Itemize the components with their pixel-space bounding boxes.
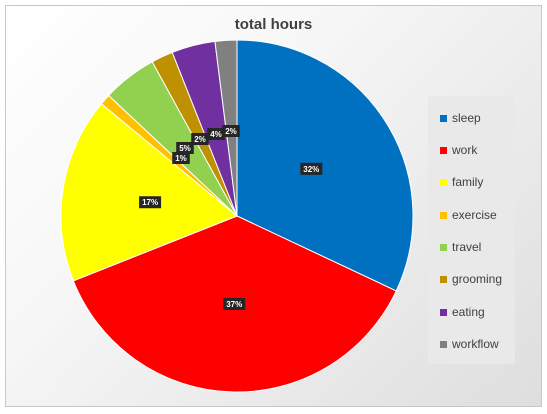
legend-label: sleep bbox=[452, 111, 481, 125]
legend-swatch bbox=[440, 178, 447, 186]
svg-text:5%: 5% bbox=[179, 144, 191, 153]
legend-item-work: work bbox=[440, 142, 477, 158]
svg-text:2%: 2% bbox=[225, 127, 237, 136]
legend-label: travel bbox=[452, 240, 482, 254]
pie-slice-sleep bbox=[236, 39, 414, 292]
svg-text:37%: 37% bbox=[226, 300, 242, 309]
pie-slices bbox=[60, 39, 414, 393]
legend-label: eating bbox=[452, 305, 485, 319]
legend-swatch bbox=[440, 211, 447, 219]
legend-swatch bbox=[440, 275, 447, 283]
legend-swatch bbox=[440, 243, 447, 251]
legend-label: grooming bbox=[452, 272, 503, 286]
legend-label: family bbox=[452, 175, 484, 189]
legend-label: exercise bbox=[452, 208, 497, 222]
legend-item-workflow: workflow bbox=[440, 336, 499, 352]
svg-text:17%: 17% bbox=[142, 198, 158, 207]
legend-item-travel: travel bbox=[440, 239, 481, 255]
pie-slice-family bbox=[60, 103, 238, 282]
svg-text:1%: 1% bbox=[175, 154, 187, 163]
pie-data-labels: 32%37%17%1%5%2%4% 2% bbox=[139, 125, 323, 310]
legend-item-exercise: exercise bbox=[440, 207, 497, 223]
legend-swatch bbox=[440, 146, 447, 154]
legend-swatch bbox=[440, 114, 447, 122]
data-label-workflow: 2% bbox=[222, 125, 240, 137]
legend-item-sleep: sleep bbox=[440, 110, 481, 126]
legend-label: workflow bbox=[452, 337, 499, 351]
data-label-work: 37% bbox=[223, 297, 246, 310]
legend: sleep work family exercise travel groomi… bbox=[428, 96, 515, 364]
legend-swatch bbox=[440, 308, 447, 316]
data-label-grooming: 2% bbox=[191, 133, 209, 145]
data-label-exercise: 1% bbox=[172, 152, 190, 164]
data-label-eating: 4% bbox=[207, 128, 225, 140]
legend-item-eating: eating bbox=[440, 304, 485, 320]
data-label-travel: 5% bbox=[176, 142, 194, 154]
data-label-sleep: 32% bbox=[300, 162, 323, 175]
svg-text:4%: 4% bbox=[210, 130, 222, 139]
legend-item-grooming: grooming bbox=[440, 271, 502, 287]
data-label-family: 17% bbox=[139, 196, 162, 209]
chart-title: total hours bbox=[234, 16, 313, 33]
svg-text:2%: 2% bbox=[194, 135, 206, 144]
legend-label: work bbox=[452, 143, 478, 157]
svg-text:32%: 32% bbox=[303, 165, 319, 174]
legend-swatch bbox=[440, 340, 447, 348]
legend-item-family: family bbox=[440, 174, 483, 190]
